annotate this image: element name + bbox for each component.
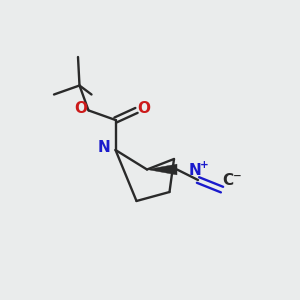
Text: −: − bbox=[232, 170, 242, 181]
Text: O: O bbox=[74, 101, 88, 116]
Polygon shape bbox=[147, 164, 177, 175]
Text: N: N bbox=[189, 163, 201, 178]
Text: C: C bbox=[222, 173, 233, 188]
Text: O: O bbox=[137, 101, 151, 116]
Text: +: + bbox=[200, 160, 208, 170]
Text: N: N bbox=[97, 140, 110, 154]
